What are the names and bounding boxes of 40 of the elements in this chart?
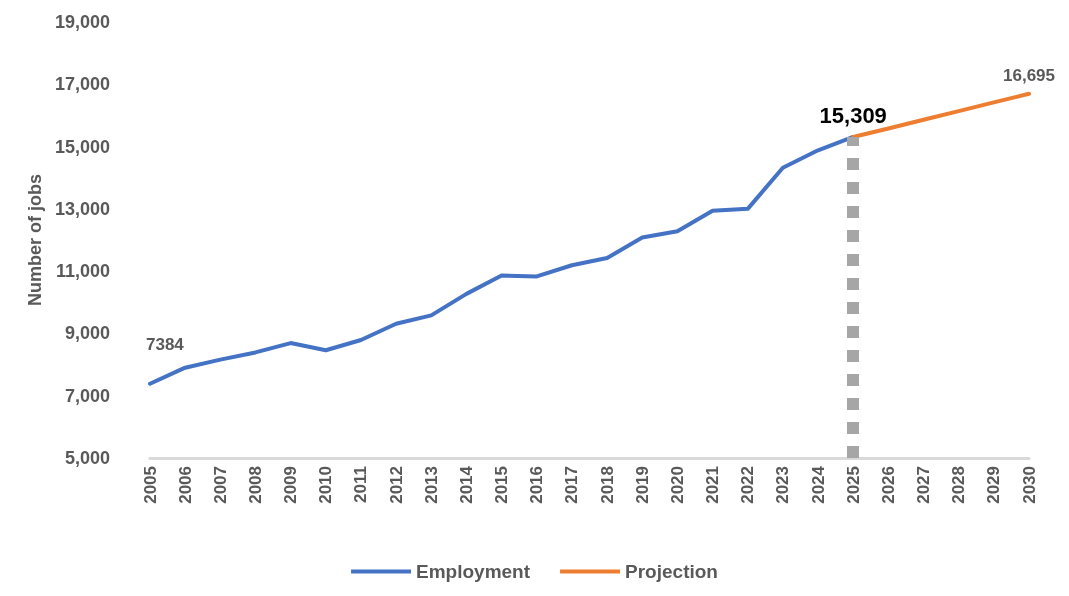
- x-tick-label: 2017: [562, 466, 582, 504]
- data-label: 7384: [146, 334, 185, 354]
- y-tick-label: 19,000: [54, 12, 110, 32]
- y-tick-label: 15,000: [54, 136, 110, 157]
- x-tick-label: 2027: [914, 466, 934, 504]
- x-tick-label: 2009: [281, 466, 301, 504]
- y-tick-label: 7,000: [64, 385, 110, 406]
- x-tick-label: 2006: [175, 466, 195, 504]
- x-tick-label: 2014: [456, 465, 476, 504]
- y-tick-label: 5,000: [64, 448, 110, 468]
- x-tick-label: 2016: [527, 466, 547, 504]
- x-tick-label: 2013: [421, 466, 441, 504]
- data-label: 16,695: [1003, 65, 1055, 85]
- x-tick-label: 2010: [316, 466, 336, 504]
- x-tick-label: 2018: [597, 466, 617, 504]
- y-tick-label: 17,000: [54, 74, 110, 95]
- x-tick-label: 2007: [210, 466, 230, 504]
- legend-label: Projection: [625, 561, 718, 582]
- x-tick-label: 2023: [773, 466, 793, 504]
- x-tick-label: 2005: [140, 466, 160, 504]
- x-tick-label: 2029: [984, 466, 1004, 504]
- x-tick-label: 2012: [386, 466, 406, 504]
- y-tick-label: 11,000: [55, 261, 110, 282]
- x-tick-label: 2021: [703, 466, 723, 504]
- x-tick-label: 2019: [632, 466, 652, 504]
- x-tick-label: 2026: [878, 466, 898, 504]
- data-label: 15,309: [819, 103, 887, 129]
- x-tick-label: 2022: [738, 466, 758, 504]
- x-tick-label: 2025: [843, 466, 863, 504]
- x-tick-label: 2015: [492, 466, 512, 504]
- x-tick-label: 2008: [245, 466, 265, 504]
- y-axis-title: Number of jobs: [25, 173, 46, 307]
- y-tick-label: 13,000: [54, 198, 110, 219]
- y-tick-label: 9,000: [64, 323, 110, 344]
- legend-label: Employment: [416, 561, 531, 582]
- x-tick-label: 2011: [351, 466, 371, 503]
- x-tick-label: 2024: [808, 465, 828, 504]
- x-tick-label: 2020: [667, 466, 687, 504]
- x-tick-label: 2030: [1019, 466, 1039, 504]
- x-tick-label: 2028: [949, 466, 969, 504]
